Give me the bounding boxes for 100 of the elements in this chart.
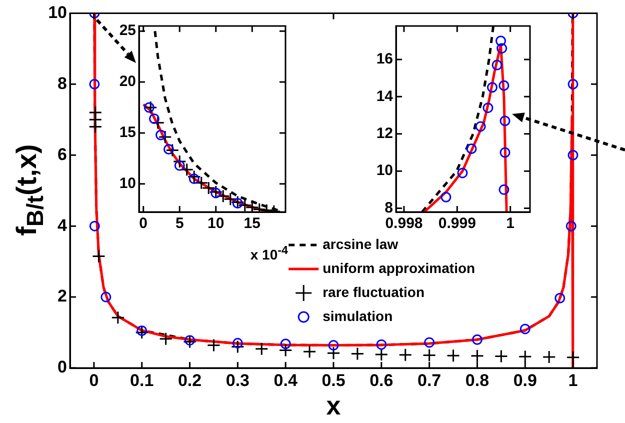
x-tick-label: 0.6 <box>370 370 394 390</box>
point <box>472 334 482 345</box>
legend-label: rare fluctuation <box>322 284 425 300</box>
x-tick-label: 0.1 <box>130 370 154 390</box>
y-tick-label: 20 <box>119 73 136 90</box>
point <box>568 150 578 160</box>
point <box>89 220 100 232</box>
legend-label: uniform approximation <box>322 260 476 276</box>
point <box>494 350 508 364</box>
point <box>136 325 148 336</box>
y-tick-label: 4 <box>58 216 68 235</box>
x-tick-label: 0.3 <box>226 370 250 390</box>
point <box>254 342 268 356</box>
point <box>486 82 498 93</box>
point <box>232 338 243 348</box>
point <box>566 220 576 232</box>
y-tick-label: 25 <box>119 22 136 40</box>
point <box>457 168 468 178</box>
point <box>422 348 436 362</box>
point <box>496 43 508 54</box>
y-tick-label: 8 <box>384 199 393 216</box>
point <box>230 340 244 354</box>
point <box>184 335 196 346</box>
point <box>520 324 530 334</box>
x-tick-label: 0.2 <box>178 370 202 390</box>
point <box>475 121 486 132</box>
point <box>566 350 580 364</box>
x-tick-label: 1 <box>568 370 578 390</box>
x-tick-label: 0 <box>139 215 148 232</box>
point <box>498 80 510 91</box>
x-tick-label: 15 <box>244 215 260 232</box>
point <box>210 188 222 198</box>
y-tick-label: 16 <box>376 50 393 68</box>
y-tick-label: 14 <box>376 88 394 105</box>
legend-label: arcsine law <box>322 236 398 252</box>
x-tick-label: 0.998 <box>385 215 423 232</box>
point <box>376 339 387 350</box>
x-tick-label: 1 <box>506 215 514 232</box>
point <box>159 332 173 346</box>
y-tick-label: 0 <box>58 358 67 377</box>
point <box>440 192 452 202</box>
point <box>158 130 172 144</box>
point <box>89 78 100 90</box>
y-tick-label: 10 <box>376 162 393 180</box>
x-tick-label: 0.8 <box>465 370 490 390</box>
y-tick-label: 10 <box>48 2 67 22</box>
x-tick-label: 0.5 <box>322 370 346 390</box>
point <box>278 344 292 358</box>
point <box>88 120 102 134</box>
point <box>326 346 340 360</box>
point <box>350 347 364 361</box>
point <box>470 349 484 363</box>
legend-label: simulation <box>322 308 393 324</box>
point <box>498 184 510 195</box>
point <box>466 144 477 154</box>
point <box>554 292 566 304</box>
x-tick-label: 0.999 <box>438 215 476 232</box>
point <box>166 144 180 158</box>
point <box>446 348 460 362</box>
point <box>144 102 154 113</box>
point <box>328 340 339 351</box>
point <box>144 100 158 114</box>
point <box>188 174 200 184</box>
x-tick-label: 0 <box>89 370 99 390</box>
point <box>92 249 106 263</box>
point <box>156 130 166 140</box>
point <box>500 147 510 158</box>
point <box>148 113 160 124</box>
y-tick-label: 15 <box>119 124 136 142</box>
point <box>568 78 578 90</box>
point <box>496 36 506 46</box>
point <box>398 348 412 362</box>
point <box>374 348 388 362</box>
point <box>151 116 165 130</box>
x-tick-label: 0.7 <box>418 370 442 390</box>
x-axis-title: x <box>326 390 342 421</box>
point <box>482 102 494 114</box>
x-tick-label: 0.4 <box>274 370 298 390</box>
point <box>100 292 112 302</box>
x-tick-label: 10 <box>208 215 224 232</box>
point <box>542 350 556 364</box>
y-tick-label: 12 <box>376 125 393 142</box>
x-tick-label: 0.9 <box>513 370 537 390</box>
point <box>183 334 197 348</box>
point <box>232 198 243 208</box>
y-tick-label: 8 <box>58 74 67 93</box>
point <box>280 338 291 350</box>
point <box>424 337 435 348</box>
point <box>111 310 125 324</box>
annotation: x 10$^{-4}$ <box>250 244 288 263</box>
point <box>302 344 316 358</box>
point <box>135 326 149 340</box>
point <box>163 144 174 155</box>
x-tick-label: 5 <box>175 215 184 232</box>
point <box>206 338 220 352</box>
point <box>174 160 185 171</box>
point <box>500 116 510 126</box>
y-tick-label: 2 <box>58 286 67 306</box>
y-tick-label: 10 <box>119 175 136 192</box>
point <box>492 60 502 70</box>
